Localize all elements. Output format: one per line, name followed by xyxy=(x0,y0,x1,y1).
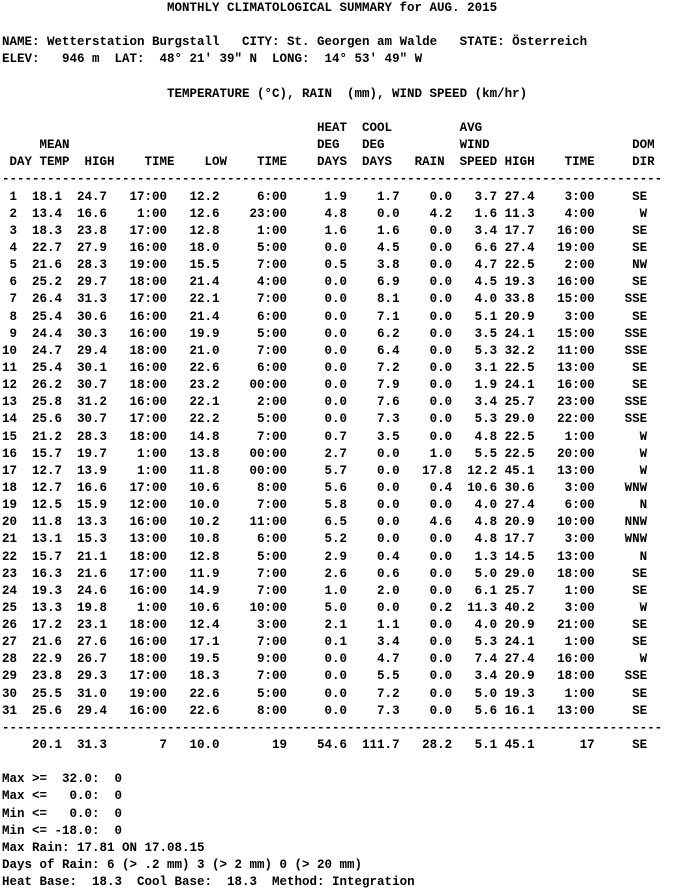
table-row: 27 21.6 27.6 16:00 17.1 7:00 0.1 3.4 0.0… xyxy=(2,635,648,650)
table-row: 4 22.7 27.9 16:00 18.0 5:00 0.0 4.5 0.0 … xyxy=(2,240,648,255)
threshold-stat-line: Max <= 0.0: 0 xyxy=(2,789,123,804)
days-of-rain-line: Days of Rain: 6 (> .2 mm) 3 (> 2 mm) 0 (… xyxy=(2,858,363,873)
report-title: MONTHLY CLIMATOLOGICAL SUMMARY for AUG. … xyxy=(167,1,498,15)
bases-line: Heat Base: 18.3 Cool Base: 18.3 Method: … xyxy=(2,875,415,890)
table-row: 12 26.2 30.7 18:00 23.2 00:00 0.0 7.9 0.… xyxy=(2,378,648,393)
table-row: 29 23.8 29.3 17:00 18.3 7:00 0.0 5.5 0.0… xyxy=(2,669,648,684)
table-row: 7 26.4 31.3 17:00 22.1 7:00 0.0 8.1 0.0 … xyxy=(2,292,648,307)
threshold-stat-line: Max >= 32.0: 0 xyxy=(2,772,123,787)
table-row: 8 25.4 30.6 16:00 21.4 6:00 0.0 7.1 0.0 … xyxy=(2,309,648,324)
threshold-stat-line: Min <= 0.0: 0 xyxy=(2,806,123,821)
table-header-line: MEAN DEG DEG WIND DOM xyxy=(2,138,655,153)
table-row: 9 24.4 30.3 16:00 19.9 5:00 0.0 6.2 0.0 … xyxy=(2,326,648,341)
table-header-line: DAY TEMP HIGH TIME LOW TIME DAYS DAYS RA… xyxy=(2,155,655,170)
table-row: 13 25.8 31.2 16:00 22.1 2:00 0.0 7.6 0.0… xyxy=(2,395,648,410)
footer-stats: Max >= 32.0: 0 Max <= 0.0: 0 Min <= 0.0: 0… xyxy=(2,771,688,891)
table-row: 3 18.3 23.8 17:00 12.8 1:00 1.6 1.6 0.0 … xyxy=(2,223,648,238)
table-row: 23 16.3 21.6 17:00 11.9 7:00 2.6 0.6 0.0… xyxy=(2,566,648,581)
table-row: 11 25.4 30.1 16:00 22.6 6:00 0.0 7.2 0.0… xyxy=(2,360,648,375)
table-row: 22 15.7 21.1 18:00 12.8 5:00 2.9 0.4 0.0… xyxy=(2,549,648,564)
table-row: 5 21.6 28.3 19:00 15.5 7:00 0.5 3.8 0.0 … xyxy=(2,258,648,273)
blank-line xyxy=(2,17,688,34)
table-divider: ----------------------------------------… xyxy=(2,720,663,735)
threshold-stat-line: Min <= -18.0: 0 xyxy=(2,823,123,838)
table-row: 21 13.1 15.3 13:00 10.8 6:00 5.2 0.0 0.0… xyxy=(2,532,648,547)
table-row: 20 11.8 13.3 16:00 10.2 11:00 6.5 0.0 4.… xyxy=(2,515,648,530)
table-row: 16 15.7 19.7 1:00 13.8 00:00 2.7 0.0 1.0… xyxy=(2,446,648,461)
table-summary: ----------------------------------------… xyxy=(2,720,688,754)
table-row: 1 18.1 24.7 17:00 12.2 6:00 1.9 1.7 0.0 … xyxy=(2,189,648,204)
table-header-line: HEAT COOL AVG xyxy=(2,120,483,135)
table-row: 6 25.2 29.7 18:00 21.4 4:00 0.0 6.9 0.0 … xyxy=(2,275,648,290)
table-row: 14 25.6 30.7 17:00 22.2 5:00 0.0 7.3 0.0… xyxy=(2,412,648,427)
table-row: 19 12.5 15.9 12:00 10.0 7:00 5.8 0.0 0.0… xyxy=(2,498,648,513)
table-row: 2 13.4 16.6 1:00 12.6 23:00 4.8 0.0 4.2 … xyxy=(2,206,648,221)
table-divider: ----------------------------------------… xyxy=(2,172,663,187)
table-row: 30 25.5 31.0 19:00 22.6 5:00 0.0 7.2 0.0… xyxy=(2,686,648,701)
table-row: 31 25.6 29.4 16:00 22.6 8:00 0.0 7.3 0.0… xyxy=(2,703,648,718)
table-summary-row: 20.1 31.3 7 10.0 19 54.6 111.7 28.2 5.1 … xyxy=(2,738,648,753)
table-row: 28 22.9 26.7 18:00 19.5 9:00 0.0 4.7 0.0… xyxy=(2,652,648,667)
table-row: 10 24.7 29.4 18:00 21.0 7:00 0.0 6.4 0.0… xyxy=(2,343,648,358)
table-row: 18 12.7 16.6 17:00 10.6 8:00 5.6 0.0 0.4… xyxy=(2,480,648,495)
station-geo-line: ELEV: 946 m LAT: 48° 21' 39" N LONG: 14°… xyxy=(2,52,423,67)
table-row: 15 21.2 28.3 18:00 14.8 7:00 0.7 3.5 0.0… xyxy=(2,429,648,444)
table-row: 24 19.3 24.6 16:00 14.9 7:00 1.0 2.0 0.0… xyxy=(2,583,648,598)
units-line: TEMPERATURE (°C), RAIN (mm), WIND SPEED … xyxy=(167,86,528,101)
table-row: 25 13.3 19.8 1:00 10.6 10:00 5.0 0.0 0.2… xyxy=(2,600,648,615)
table-row: 17 12.7 13.9 1:00 11.8 00:00 5.7 0.0 17.… xyxy=(2,463,648,478)
max-rain-line: Max Rain: 17.81 ON 17.08.15 xyxy=(2,840,205,855)
table-header: HEAT COOL AVG MEAN DEG DEG WIND DOM DAY … xyxy=(2,120,688,189)
blank-line xyxy=(2,754,688,771)
table-row: 26 17.2 23.1 18:00 12.4 3:00 2.1 1.1 0.0… xyxy=(2,618,648,633)
table-body: 1 18.1 24.7 17:00 12.2 6:00 1.9 1.7 0.0 … xyxy=(2,189,688,720)
station-info-line: NAME: Wetterstation Burgstall CITY: St. … xyxy=(2,35,588,50)
blank-line xyxy=(2,103,688,120)
blank-line xyxy=(2,69,688,86)
